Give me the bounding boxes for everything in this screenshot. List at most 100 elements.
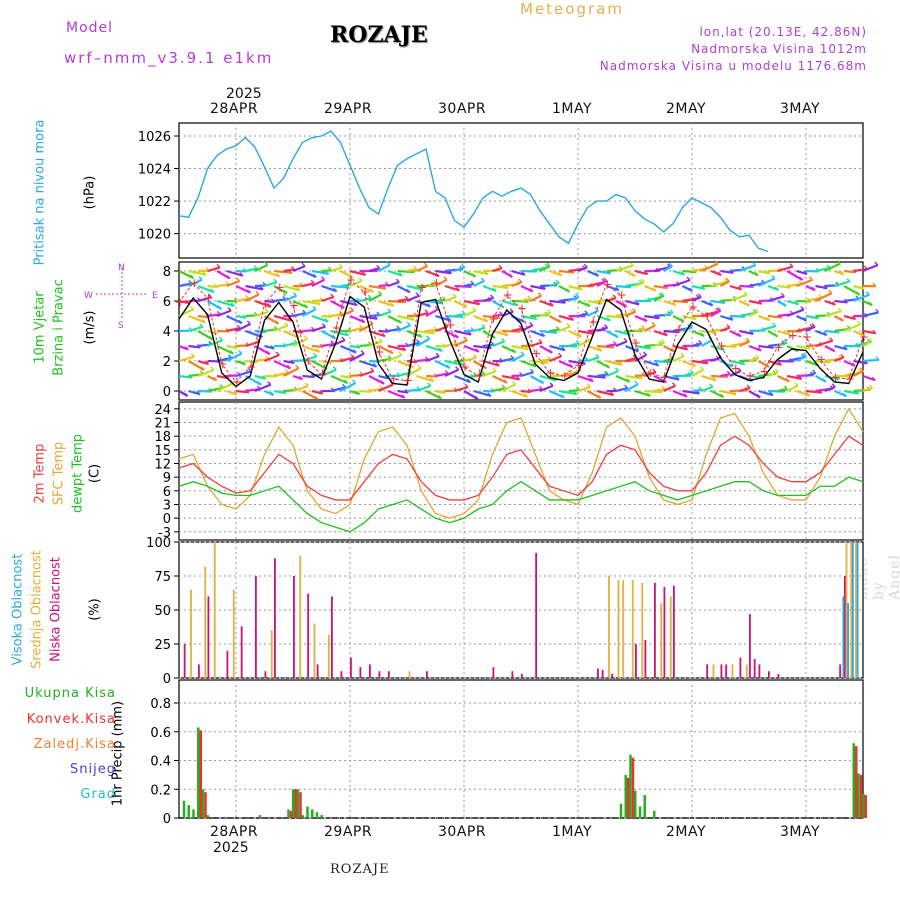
wind-barb-tip [202, 271, 207, 276]
wind-barb [539, 299, 554, 307]
wind-barb-tip [512, 348, 517, 353]
wind-barb [368, 284, 386, 290]
wind-barb [549, 282, 560, 288]
wind-barb [482, 359, 500, 367]
wind-barb-tip [359, 324, 364, 329]
wind-barb [454, 312, 466, 318]
wind-barb-tip [651, 321, 656, 326]
wind-barb-tip [433, 326, 438, 331]
wind-barb-tip [487, 392, 492, 397]
wind-barb [824, 309, 842, 318]
wind-gust-marker: + [318, 368, 328, 382]
wind-barb [235, 314, 247, 319]
wind-barb-tip [623, 337, 628, 342]
wind-barb-tip [459, 361, 464, 366]
wind-barb-tip [484, 317, 488, 322]
wind-barb-tip [228, 354, 233, 359]
wind-barb-tip [352, 349, 357, 354]
wind-barb [663, 299, 677, 307]
cloud-bar [739, 657, 742, 678]
wind-barb-tip [842, 392, 847, 397]
wind-barb-tip [789, 263, 794, 268]
wind-barb [577, 266, 588, 273]
wind-gust-marker: + [802, 330, 812, 344]
wind-barb-tip [614, 333, 619, 338]
footer-location: ROZAJE [330, 862, 390, 877]
precip-bar [629, 754, 632, 818]
wind-gust-marker: + [717, 339, 727, 353]
wind-barb [340, 283, 352, 288]
wind-barb [216, 345, 234, 355]
wind-barb [311, 278, 325, 287]
2m-temp-line [178, 435, 864, 501]
wind-barb-tip [236, 277, 241, 282]
wind-barb [625, 374, 643, 380]
wind-barb-tip [869, 384, 874, 389]
wind-barb-tip [811, 286, 816, 291]
wind-barb-tip [555, 326, 560, 331]
wind-barb [359, 359, 377, 368]
wind-gust-marker: + [845, 372, 855, 386]
wind-barb [216, 356, 232, 363]
wind-barb [302, 344, 320, 353]
wind-barb [539, 374, 557, 382]
wind-barb-tip [765, 363, 770, 368]
wind-barb [283, 359, 295, 364]
wind-barb [492, 375, 508, 384]
cloud-bar [207, 596, 210, 678]
wind-barb-tip [785, 377, 790, 382]
wind-barb-tip [549, 382, 554, 387]
wind-barb-tip [709, 302, 714, 306]
wind-barb-tip [631, 272, 636, 277]
meteogram-label: Meteogram [520, 0, 624, 18]
wind-barb [435, 389, 446, 395]
y-tick-label: 0 [163, 672, 171, 687]
wind-barb-tip [347, 374, 352, 379]
wind-barb [634, 374, 646, 378]
wind-barb [672, 269, 685, 276]
wind-barb-tip [689, 369, 694, 374]
top-day-label: 29APR [324, 101, 373, 117]
wind-barb-tip [207, 293, 212, 298]
wind-barb-tip [452, 293, 457, 298]
wind-barb-tip [794, 382, 799, 387]
wind-barb-tip [860, 285, 865, 290]
wind-barb [748, 299, 762, 305]
cloud-bar [644, 639, 647, 678]
wind-barb-tip [361, 318, 366, 323]
wind-gust-marker: + [574, 359, 584, 373]
wind-barb-tip [561, 346, 566, 351]
wind-barb-tip [481, 371, 486, 376]
wind-barb [416, 265, 428, 273]
wind-barb-tip [419, 286, 424, 291]
wind-barb-tip [404, 389, 409, 394]
wind-barb [245, 340, 261, 348]
legend-convective-rain: Konvek.Kisa [26, 712, 116, 727]
wind-barb [378, 284, 389, 288]
wind-barb [463, 299, 480, 306]
wind-gust-marker: + [218, 357, 228, 371]
wind-barb [662, 265, 673, 272]
wind-barb-tip [537, 292, 542, 297]
wind-barb [377, 263, 391, 272]
wind-barb-tip [367, 294, 372, 299]
wind-barb [587, 344, 603, 352]
top-day-label: 2MAY [666, 101, 707, 117]
compass-s: S [118, 321, 124, 330]
wind-barb-tip [675, 376, 680, 381]
wind-barb-tip [338, 263, 343, 268]
wind-gust-marker: + [603, 278, 613, 292]
y-tick-label: 0 [163, 385, 171, 400]
wind-barb-tip [660, 338, 665, 343]
wind-barb-tip [875, 356, 880, 361]
cloud-bar [631, 580, 634, 678]
wind-barb [691, 284, 705, 290]
model-altitude-text: Nadmorska Visina u modelu 1176.68m [599, 59, 867, 73]
wind-barb [596, 344, 615, 349]
wind-barb-tip [699, 366, 704, 371]
cloud-bar [851, 542, 854, 678]
wind-barb [739, 386, 751, 393]
wind-barb [273, 324, 289, 333]
wind-barb [245, 267, 258, 273]
wind-barb-tip [586, 302, 591, 307]
